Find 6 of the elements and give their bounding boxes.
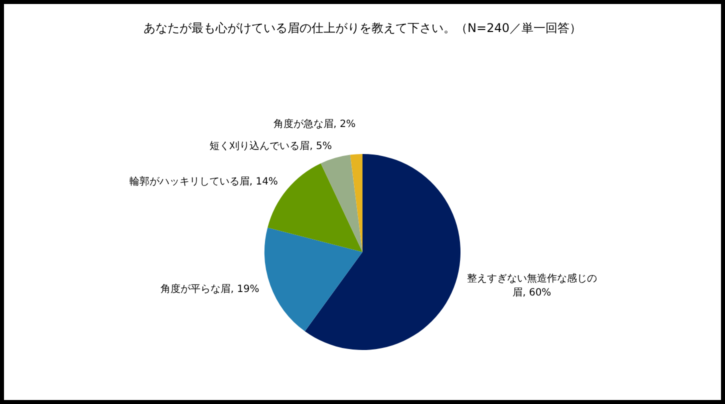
slice-label: 輪郭がハッキリしている眉, 14% — [129, 176, 278, 188]
chart-title: あなたが最も心がけている眉の仕上がりを教えて下さい。（N=240／単一回答） — [142, 20, 582, 37]
slice-label: 角度が急な眉, 2% — [273, 118, 356, 130]
slice-label: 短く刈り込んでいる眉, 5% — [210, 140, 332, 152]
slice-label: 整えすぎない無造作な感じの眉, 60% — [466, 272, 597, 299]
slice-label: 角度が平らな眉, 19% — [160, 282, 260, 295]
